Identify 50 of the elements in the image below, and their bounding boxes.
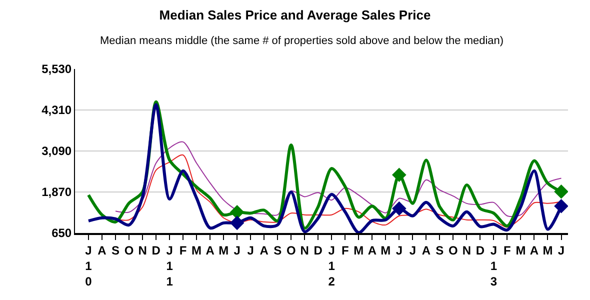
x-tick-label: J 1 1 <box>166 243 174 289</box>
x-tick-label: M <box>542 243 553 258</box>
chart-title: Median Sales Price and Average Sales Price <box>159 8 431 23</box>
x-tick-label: J <box>396 243 403 258</box>
x-tick-label: O <box>286 243 296 258</box>
y-tick-label: 650 <box>52 226 72 240</box>
point <box>554 198 568 214</box>
x-tick-label: J <box>409 243 416 258</box>
point <box>230 216 244 230</box>
x-tick-label: A <box>368 243 377 258</box>
x-tick-label: J 1 2 <box>328 243 336 289</box>
x-tick-label: J <box>234 243 240 258</box>
x-tick-label: A <box>422 243 431 258</box>
x-tick-label: A <box>206 243 215 258</box>
y-tick-label: 5,530 <box>42 62 72 76</box>
x-tick-label: D <box>152 243 161 258</box>
y-tick-label: 1,870 <box>42 185 72 200</box>
x-tick-label: M <box>218 243 229 258</box>
x-tick-label: F <box>341 243 349 258</box>
x-tick-label: S <box>274 243 282 258</box>
y-tick-label: 4,310 <box>42 103 72 118</box>
x-tick-label: A <box>260 243 269 258</box>
x-tick-label: M <box>192 243 202 258</box>
x-tick-label: J <box>558 243 565 258</box>
x-tick-label: J 1 0 <box>85 243 92 289</box>
x-tick-label: S <box>112 243 120 258</box>
x-tick-label: O <box>124 243 134 258</box>
point <box>392 201 406 216</box>
x-tick-label: F <box>179 243 187 258</box>
x-tick-label: N <box>138 243 147 258</box>
x-tick-label: D <box>314 243 323 258</box>
x-tick-label: A <box>530 243 539 258</box>
y-tick-label: 3,090 <box>42 144 72 158</box>
x-tick-label: A <box>98 243 107 258</box>
chart-subtitle: Median means middle (the same # of properties sold above and below the median) <box>100 35 504 47</box>
x-tick-label: O <box>448 243 458 258</box>
x-tick-label: M <box>380 243 391 258</box>
x-tick-label: J <box>247 243 254 258</box>
x-tick-label: M <box>354 243 364 258</box>
x-tick-label: M <box>516 243 526 258</box>
x-tick-label: N <box>300 243 309 258</box>
x-tick-label: F <box>504 243 511 258</box>
point <box>230 205 244 220</box>
point <box>392 168 406 182</box>
line-series <box>115 141 562 217</box>
x-tick-label: N <box>462 243 472 258</box>
x-tick-label: S <box>436 243 444 258</box>
x-tick-label: D <box>476 243 485 258</box>
point <box>554 184 568 199</box>
x-tick-label: J 1 3 <box>490 243 498 289</box>
